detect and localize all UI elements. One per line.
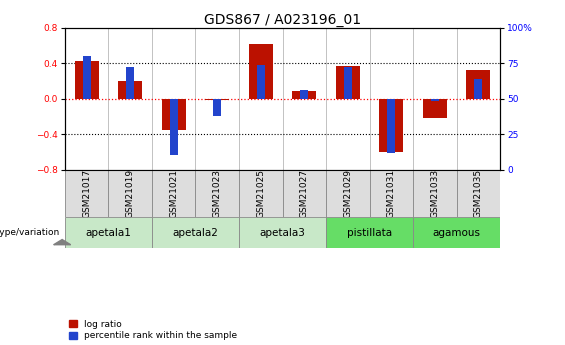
- Text: apetala3: apetala3: [259, 228, 306, 238]
- Bar: [249, 43, 273, 99]
- FancyBboxPatch shape: [195, 169, 239, 217]
- Bar: [388, 99, 395, 152]
- Bar: [431, 99, 438, 101]
- Bar: [162, 99, 186, 130]
- Text: apetala2: apetala2: [172, 228, 219, 238]
- Bar: [83, 56, 90, 99]
- Text: GSM21035: GSM21035: [474, 169, 483, 218]
- Title: GDS867 / A023196_01: GDS867 / A023196_01: [204, 12, 361, 27]
- Bar: [127, 67, 134, 99]
- FancyBboxPatch shape: [282, 169, 326, 217]
- FancyBboxPatch shape: [108, 169, 152, 217]
- FancyBboxPatch shape: [152, 217, 239, 248]
- Text: GSM21029: GSM21029: [344, 169, 352, 218]
- Text: GSM21021: GSM21021: [170, 169, 178, 218]
- Text: apetala1: apetala1: [85, 228, 132, 238]
- Text: GSM21023: GSM21023: [213, 169, 221, 218]
- Text: GSM21031: GSM21031: [387, 169, 396, 218]
- Bar: [466, 70, 490, 99]
- FancyBboxPatch shape: [65, 169, 108, 217]
- FancyBboxPatch shape: [65, 217, 152, 248]
- Text: GSM21025: GSM21025: [257, 169, 265, 218]
- Bar: [118, 81, 142, 99]
- Bar: [301, 90, 308, 99]
- Bar: [214, 99, 221, 116]
- Bar: [423, 99, 447, 118]
- Legend: log ratio, percentile rank within the sample: log ratio, percentile rank within the sa…: [69, 320, 237, 341]
- Bar: [475, 79, 482, 99]
- Bar: [75, 61, 99, 99]
- Text: agamous: agamous: [433, 228, 480, 238]
- FancyBboxPatch shape: [239, 217, 326, 248]
- Bar: [205, 99, 229, 100]
- FancyBboxPatch shape: [326, 169, 370, 217]
- Bar: [344, 67, 351, 99]
- FancyBboxPatch shape: [370, 169, 413, 217]
- FancyBboxPatch shape: [457, 169, 500, 217]
- FancyBboxPatch shape: [413, 169, 457, 217]
- Text: GSM21033: GSM21033: [431, 169, 439, 218]
- Text: GSM21027: GSM21027: [300, 169, 308, 218]
- Bar: [379, 99, 403, 152]
- Bar: [170, 99, 177, 155]
- Text: GSM21019: GSM21019: [126, 169, 134, 218]
- Text: GSM21017: GSM21017: [82, 169, 91, 218]
- Bar: [336, 66, 360, 99]
- Text: genotype/variation: genotype/variation: [0, 228, 59, 237]
- FancyBboxPatch shape: [152, 169, 195, 217]
- Bar: [257, 65, 264, 99]
- FancyBboxPatch shape: [239, 169, 282, 217]
- Bar: [292, 91, 316, 99]
- Text: pistillata: pistillata: [347, 228, 392, 238]
- FancyBboxPatch shape: [326, 217, 413, 248]
- FancyBboxPatch shape: [413, 217, 500, 248]
